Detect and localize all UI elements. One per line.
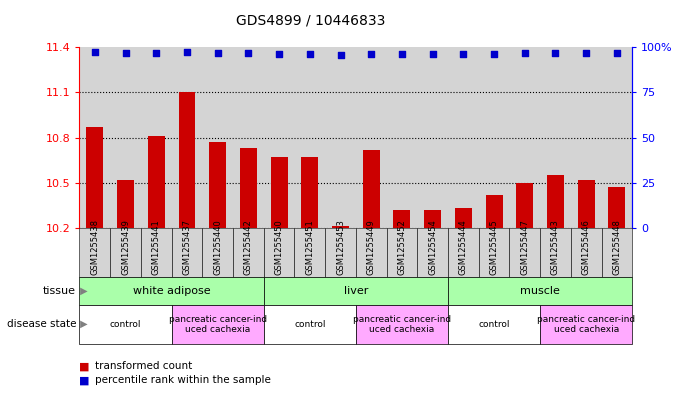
Text: GSM1255444: GSM1255444	[459, 219, 468, 275]
Bar	[271, 157, 287, 228]
Bar	[141, 47, 171, 228]
Text: pancreatic cancer-ind
uced cachexia: pancreatic cancer-ind uced cachexia	[169, 314, 267, 334]
Text: GSM1255442: GSM1255442	[244, 219, 253, 275]
Text: GDS4899 / 10446833: GDS4899 / 10446833	[236, 14, 386, 28]
Bar	[602, 47, 632, 228]
Text: tissue: tissue	[43, 286, 76, 296]
Bar	[540, 47, 571, 228]
Text: GSM1255440: GSM1255440	[213, 219, 223, 275]
Bar	[479, 47, 509, 228]
Point	[427, 51, 438, 57]
Text: GSM1255447: GSM1255447	[520, 219, 529, 275]
Text: control: control	[110, 320, 141, 329]
Bar	[79, 47, 110, 228]
Bar	[325, 47, 356, 228]
Point	[366, 51, 377, 57]
Bar	[332, 226, 349, 228]
Bar	[117, 180, 134, 228]
Text: GSM1255454: GSM1255454	[428, 219, 437, 275]
Bar	[202, 47, 233, 228]
Point	[489, 51, 500, 57]
Point	[580, 50, 591, 57]
Point	[458, 51, 469, 57]
Point	[212, 50, 223, 57]
Bar	[424, 210, 441, 228]
Text: GSM1255448: GSM1255448	[612, 219, 621, 275]
Bar	[386, 47, 417, 228]
Point	[274, 51, 285, 57]
Bar	[578, 180, 595, 228]
Text: GSM1255438: GSM1255438	[91, 219, 100, 275]
Text: liver: liver	[343, 286, 368, 296]
Text: ■: ■	[79, 375, 90, 386]
Point	[304, 51, 315, 57]
Point	[89, 48, 100, 55]
Bar	[455, 208, 472, 228]
Bar	[110, 47, 141, 228]
Text: GSM1255439: GSM1255439	[121, 219, 130, 275]
Text: transformed count: transformed count	[95, 361, 192, 371]
Point	[335, 51, 346, 58]
Bar	[301, 157, 319, 228]
Bar	[547, 175, 564, 228]
Point	[612, 50, 623, 56]
Bar	[448, 47, 479, 228]
Text: muscle: muscle	[520, 286, 560, 296]
Point	[397, 51, 408, 57]
Bar	[509, 47, 540, 228]
Text: GSM1255441: GSM1255441	[152, 219, 161, 275]
Text: GSM1255453: GSM1255453	[336, 219, 345, 275]
Bar	[233, 47, 264, 228]
Bar	[148, 136, 164, 228]
Bar	[486, 195, 502, 228]
Text: GSM1255449: GSM1255449	[367, 219, 376, 275]
Text: ▶: ▶	[77, 319, 88, 329]
Point	[519, 50, 530, 57]
Text: control: control	[294, 320, 325, 329]
Text: GSM1255451: GSM1255451	[305, 219, 314, 275]
Point	[182, 49, 193, 55]
Bar	[417, 47, 448, 228]
Text: GSM1255450: GSM1255450	[274, 219, 283, 275]
Point	[120, 50, 131, 56]
Bar	[86, 127, 103, 228]
Bar	[240, 148, 257, 228]
Bar	[209, 142, 226, 228]
Text: GSM1255437: GSM1255437	[182, 219, 191, 275]
Text: ■: ■	[79, 361, 90, 371]
Bar	[178, 92, 196, 228]
Text: pancreatic cancer-ind
uced cachexia: pancreatic cancer-ind uced cachexia	[353, 314, 451, 334]
Bar	[516, 183, 533, 228]
Text: white adipose: white adipose	[133, 286, 211, 296]
Text: GSM1255452: GSM1255452	[397, 219, 406, 275]
Text: disease state: disease state	[6, 319, 76, 329]
Bar	[356, 47, 386, 228]
Bar	[363, 150, 379, 228]
Point	[550, 50, 561, 56]
Text: ▶: ▶	[77, 286, 88, 296]
Bar	[609, 187, 625, 228]
Point	[243, 50, 254, 57]
Text: GSM1255446: GSM1255446	[582, 219, 591, 275]
Bar	[264, 47, 294, 228]
Text: GSM1255445: GSM1255445	[489, 219, 499, 275]
Bar	[393, 210, 410, 228]
Text: pancreatic cancer-ind
uced cachexia: pancreatic cancer-ind uced cachexia	[537, 314, 635, 334]
Text: GSM1255443: GSM1255443	[551, 219, 560, 275]
Bar	[171, 47, 202, 228]
Text: control: control	[478, 320, 510, 329]
Bar	[294, 47, 325, 228]
Bar	[571, 47, 602, 228]
Text: percentile rank within the sample: percentile rank within the sample	[95, 375, 271, 386]
Point	[151, 50, 162, 56]
